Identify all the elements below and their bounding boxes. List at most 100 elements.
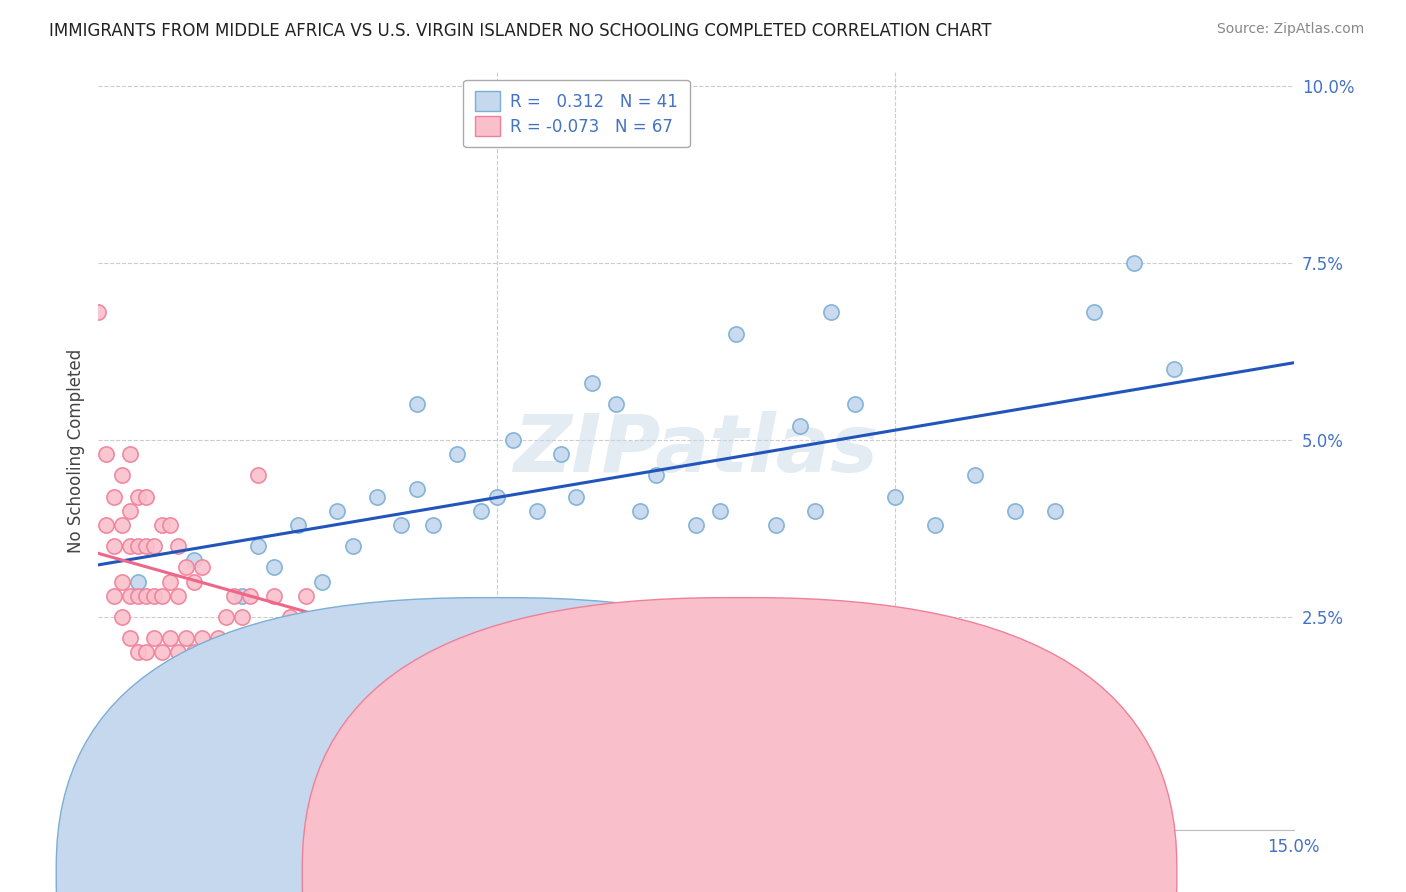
Point (789, 418, 811, 433)
Point (844, 397, 866, 411)
Text: U.S. Virgin Islanders: U.S. Virgin Islanders (759, 867, 912, 881)
Point (326, 632, 349, 646)
Point (470, 504, 492, 518)
Text: IMMIGRANTS FROM MIDDLE AFRICA VS U.S. VIRGIN ISLANDER NO SCHOOLING COMPLETED COR: IMMIGRANTS FROM MIDDLE AFRICA VS U.S. VI… (49, 22, 991, 40)
Point (111, 574, 134, 589)
Point (389, 645, 412, 659)
Point (120, 632, 142, 646)
Point (406, 397, 429, 411)
Point (239, 589, 262, 603)
Point (143, 632, 166, 646)
Point (159, 632, 181, 646)
Point (804, 504, 827, 518)
Point (127, 539, 149, 553)
Point (191, 560, 214, 574)
Point (685, 517, 707, 532)
Point (167, 645, 190, 659)
Point (278, 610, 301, 624)
Point (263, 560, 285, 574)
Point (709, 504, 731, 518)
Point (96, 447, 118, 461)
Point (159, 517, 181, 532)
Point (446, 447, 468, 461)
Point (198, 645, 221, 659)
Point (246, 468, 269, 483)
Point (294, 589, 316, 603)
Point (150, 589, 173, 603)
Point (135, 589, 157, 603)
Point (167, 589, 190, 603)
Point (422, 517, 444, 532)
Point (820, 305, 842, 319)
Point (1083, 305, 1105, 319)
Text: Immigrants from Middle Africa: Immigrants from Middle Africa (513, 867, 745, 881)
Point (287, 632, 309, 646)
Point (605, 702, 627, 716)
Point (287, 517, 309, 532)
Point (96, 517, 118, 532)
Point (628, 504, 651, 518)
Point (406, 659, 429, 673)
Point (120, 589, 142, 603)
Point (645, 468, 668, 483)
Point (502, 433, 524, 447)
Point (263, 589, 285, 603)
Point (645, 702, 668, 716)
Point (804, 731, 827, 745)
Point (127, 574, 149, 589)
Point (765, 517, 787, 532)
Point (127, 645, 149, 659)
Point (550, 447, 572, 461)
Point (884, 490, 907, 504)
Point (174, 560, 197, 574)
Point (183, 553, 205, 567)
Point (326, 504, 349, 518)
Point (167, 539, 190, 553)
Point (581, 376, 603, 391)
Point (215, 610, 238, 624)
Text: ZIPatlas: ZIPatlas (513, 411, 879, 490)
Point (135, 490, 157, 504)
Point (605, 397, 627, 411)
Point (526, 681, 548, 695)
Point (565, 681, 588, 695)
Point (389, 517, 412, 532)
Point (183, 574, 205, 589)
Point (1004, 504, 1026, 518)
Point (1043, 504, 1066, 518)
Point (342, 645, 364, 659)
Point (366, 610, 388, 624)
Point (565, 490, 588, 504)
Point (311, 574, 333, 589)
Point (135, 645, 157, 659)
Point (183, 645, 205, 659)
Point (485, 490, 508, 504)
Point (231, 589, 253, 603)
Point (246, 539, 269, 553)
Point (120, 447, 142, 461)
Point (342, 539, 364, 553)
Point (127, 589, 149, 603)
Point (446, 645, 468, 659)
Point (111, 517, 134, 532)
Point (724, 716, 747, 731)
Point (111, 468, 134, 483)
Y-axis label: No Schooling Completed: No Schooling Completed (66, 349, 84, 552)
Point (103, 490, 125, 504)
Point (222, 589, 245, 603)
Point (207, 632, 229, 646)
Legend: R =   0.312   N = 41, R = -0.073   N = 67: R = 0.312 N = 41, R = -0.073 N = 67 (464, 79, 689, 147)
Point (485, 659, 508, 673)
Point (1123, 255, 1146, 269)
Point (111, 610, 134, 624)
Point (159, 574, 181, 589)
Point (143, 539, 166, 553)
Point (150, 517, 173, 532)
Point (150, 645, 173, 659)
Point (174, 632, 197, 646)
Point (526, 504, 548, 518)
Point (311, 610, 333, 624)
Point (1163, 362, 1185, 376)
Point (127, 490, 149, 504)
Point (87, 305, 110, 319)
